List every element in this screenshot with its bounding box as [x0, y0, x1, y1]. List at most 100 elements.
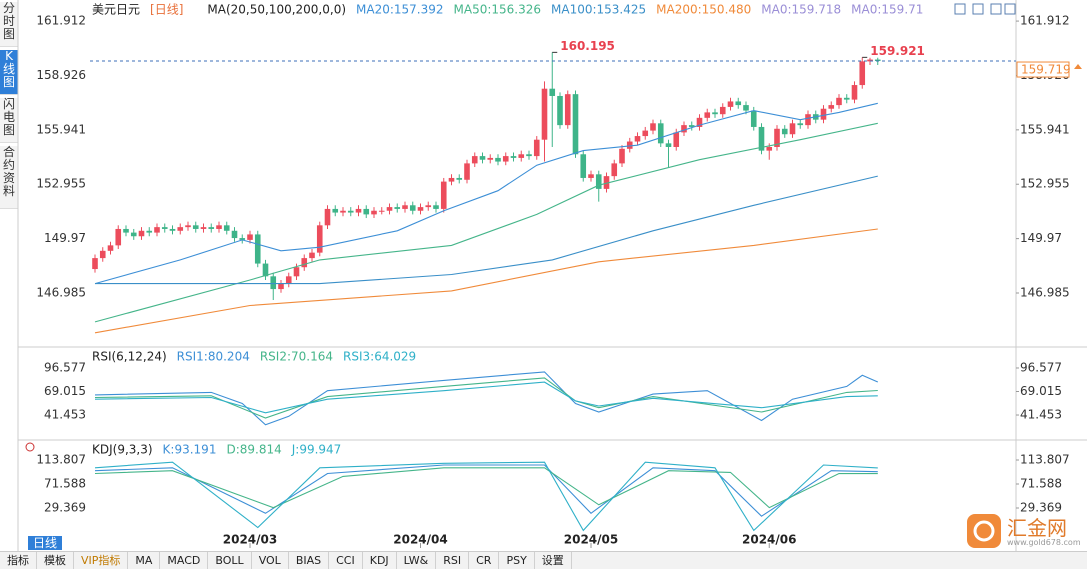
candle-body	[719, 106, 726, 115]
toolbar-icons[interactable]	[954, 3, 1016, 15]
period-label: [日线]	[150, 3, 183, 17]
candle-body	[820, 108, 827, 120]
candle-body	[216, 225, 222, 229]
last-price-label: 159.719	[1021, 63, 1071, 77]
toolbar-item[interactable]: MACD	[160, 552, 209, 569]
legend-entry: K:93.191	[163, 443, 217, 457]
toolbar-item[interactable]: MA	[128, 552, 161, 569]
candle-body	[278, 283, 284, 290]
candle-body	[743, 105, 749, 111]
peak-label: 160.195	[560, 39, 615, 53]
candle-body	[673, 132, 680, 147]
candle-body	[293, 267, 300, 277]
candle-body	[859, 61, 866, 86]
x-tick-label: 2024/06	[742, 533, 796, 547]
toolbar-item[interactable]: VIP指标	[74, 552, 129, 569]
logo-url: www.gold678.com	[1007, 538, 1081, 547]
y-tick-label: 29.369	[1020, 501, 1062, 515]
toolbar-item[interactable]: CR	[469, 552, 500, 569]
x-tick-label: 2024/03	[223, 533, 277, 547]
y-tick-label: 113.807	[36, 452, 86, 466]
chart: 146.985 146.985 149.97 149.97 152.955 152.955…	[17, 0, 1087, 551]
candle-body	[130, 232, 137, 237]
legend-entry: MA100:153.425	[551, 3, 646, 17]
candle-body	[200, 227, 207, 229]
y-tick-label: 96.577	[1020, 360, 1062, 374]
toolbar-item[interactable]: KDJ	[363, 552, 397, 569]
y-tick-label: 155.941	[1020, 122, 1070, 136]
toolbar-item[interactable]: PSY	[499, 552, 535, 569]
candle-body	[285, 276, 292, 284]
candle-body	[681, 125, 687, 133]
candle-body	[146, 230, 153, 233]
candle-body	[867, 59, 873, 62]
candle-body	[657, 123, 664, 144]
toolbar-item[interactable]: 指标	[0, 552, 37, 569]
toolbar-item[interactable]: 模板	[37, 552, 74, 569]
toolbar-item[interactable]: 设置	[535, 552, 572, 569]
candle-body	[564, 94, 571, 126]
legend-entry: MA50:156.326	[454, 3, 542, 17]
candle-body	[192, 225, 199, 229]
candle-body	[386, 207, 393, 211]
candle-body	[409, 205, 416, 211]
toolbar-item[interactable]: LW&	[397, 552, 437, 569]
candle-body	[223, 225, 230, 231]
legend-entry: J:99.947	[291, 443, 342, 457]
candle-body	[177, 227, 184, 231]
candle-body	[394, 207, 401, 209]
candle-body	[650, 123, 656, 131]
candle-body	[665, 143, 672, 147]
y-tick-label: 146.985	[1020, 285, 1070, 299]
candle-body	[247, 234, 253, 240]
candle-body	[766, 146, 773, 151]
candle-body	[781, 128, 788, 135]
y-tick-label: 29.369	[44, 501, 86, 515]
tab[interactable]: 分时图	[0, 2, 18, 47]
candle-body	[750, 110, 757, 127]
legend-entry: RSI3:64.029	[343, 350, 416, 364]
candle-body	[642, 130, 649, 137]
candle-body	[588, 174, 594, 178]
indicator-title: RSI(6,12,24)	[92, 350, 167, 364]
period-button[interactable]: 日线 ▲	[28, 536, 62, 564]
toolbar: 指标 模板 VIP指标 MA MACD BOLL VOL BIAS CCI KDJ LW& RSI CR…	[0, 551, 1087, 569]
candle-body	[402, 205, 408, 209]
candle-body	[797, 123, 804, 126]
y-tick-label: 41.453	[44, 408, 86, 422]
candle-body	[626, 141, 633, 149]
candle-body	[316, 225, 323, 253]
candle-body	[417, 207, 424, 211]
tab[interactable]: 闪电图	[0, 98, 18, 143]
indicator-title: KDJ(9,3,3)	[92, 443, 153, 457]
candle-body	[533, 139, 540, 157]
settings-icon[interactable]	[25, 442, 35, 452]
logo-name: 汇金网	[1007, 516, 1067, 540]
chart-title: 美元日元	[92, 3, 140, 17]
toolbar-item[interactable]: BOLL	[208, 552, 252, 569]
tab[interactable]: 合约资料	[0, 146, 18, 209]
toolbar-item[interactable]: CCI	[329, 552, 363, 569]
candle-body	[471, 156, 478, 164]
y-tick-label: 161.912	[1020, 14, 1070, 28]
legend-entry: MA0:159.71	[851, 3, 923, 17]
candle-body	[115, 228, 122, 246]
toolbar-item[interactable]: RSI	[436, 552, 470, 569]
x-tick-label: 2024/05	[564, 533, 618, 547]
tab[interactable]: K线图	[0, 50, 18, 95]
candle-body	[572, 94, 579, 155]
legend-entry: MA200:150.480	[656, 3, 751, 17]
candle-body	[836, 97, 842, 106]
logo-icon	[967, 514, 1001, 548]
indicator-line	[94, 102, 878, 285]
candle-body	[270, 276, 277, 290]
toolbar-item[interactable]: BIAS	[289, 552, 330, 569]
y-tick-label: 161.912	[36, 14, 86, 28]
toolbar-item[interactable]: VOL	[252, 552, 289, 569]
indicator-title: MA(20,50,100,200,0,0)	[207, 3, 346, 17]
y-tick-label: 69.015	[1020, 384, 1062, 398]
legend-entry: RSI2:70.164	[260, 350, 333, 364]
candle-body	[231, 230, 238, 239]
indicator-line	[94, 122, 878, 323]
y-tick-label: 155.941	[36, 122, 86, 136]
